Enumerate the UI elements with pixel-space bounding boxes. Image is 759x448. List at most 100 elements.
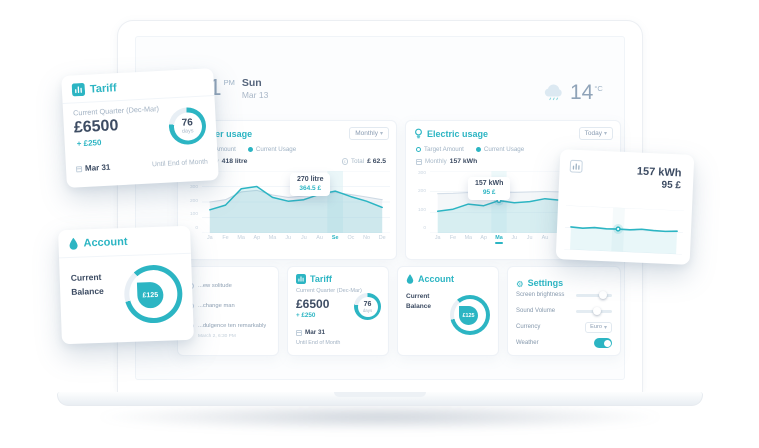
- days-unit: days: [181, 127, 194, 135]
- balance-label: Current Balance: [71, 271, 105, 299]
- calendar-icon: [75, 165, 83, 172]
- notification-text: ...change man: [198, 303, 235, 309]
- legend-current-label: Current Usage: [483, 146, 525, 153]
- balance-value: £125: [142, 291, 159, 299]
- axis-label: Ju: [285, 235, 292, 241]
- account-card-header: Account: [406, 274, 454, 284]
- balance-gauge: £125: [123, 264, 184, 325]
- currency-value: Euro: [590, 324, 602, 330]
- days-progress-ring: 76 days: [168, 106, 207, 146]
- electric-y-axis: 300 200 100 0: [410, 171, 426, 231]
- water-chart-svg: [202, 171, 390, 233]
- tariff-amount: £6500: [73, 117, 119, 137]
- electric-tooltip-price: 95 £: [482, 188, 496, 196]
- balance-pin: £125: [136, 281, 164, 309]
- notification-text: ...dulgence ten remarkably: [198, 323, 267, 329]
- brightness-slider[interactable]: [576, 291, 612, 299]
- balance-label-line1: Current: [406, 293, 430, 300]
- slider-knob[interactable]: [592, 307, 601, 315]
- account-card: Account Current Balance £125: [397, 266, 499, 356]
- notification-item[interactable]: ...change man: [188, 303, 272, 309]
- axis-label: No: [363, 235, 370, 241]
- brightness-label: Screen brightness: [516, 292, 565, 298]
- water-range-value: Monthly: [355, 130, 378, 137]
- water-total-label: Total: [351, 158, 365, 165]
- water-range-dropdown[interactable]: Monthly: [349, 127, 389, 140]
- volume-slider[interactable]: [576, 307, 612, 315]
- axis-label: Fe: [222, 235, 229, 241]
- chevron-down-icon: [380, 130, 383, 137]
- currency-dropdown[interactable]: Euro: [585, 321, 612, 333]
- ytick-label: 300: [417, 171, 426, 176]
- electric-range-dropdown[interactable]: Today: [578, 127, 613, 140]
- balance-label-line2: Balance: [71, 285, 104, 297]
- axis-label: Ja: [434, 235, 441, 241]
- droplet-icon: [69, 237, 78, 250]
- tariff-quarter: Current Quarter (Dec-Mar): [296, 288, 362, 294]
- electric-period-value: 157 kWh: [449, 158, 478, 165]
- tariff-date-row: Mar 31: [296, 329, 325, 336]
- tariff-amount: £6500: [296, 297, 330, 311]
- floating-tariff-title: Tariff: [89, 81, 117, 96]
- notifications-card: ...ew solitude ...change man ...dulgence…: [177, 266, 279, 356]
- settings-card-title: Settings: [527, 278, 564, 288]
- axis-label: Ma: [464, 235, 473, 241]
- calendar-icon: [416, 158, 422, 165]
- water-period-value: 418 litre: [221, 158, 248, 165]
- tariff-delta: + £250: [296, 312, 316, 319]
- notification-item[interactable]: ...ew solitude: [188, 283, 272, 289]
- bulb-icon: [415, 128, 422, 139]
- weather-toggle[interactable]: [594, 338, 612, 348]
- kwh-values: 157 kWh 95 £: [636, 164, 682, 191]
- legend-current[interactable]: Current Usage: [247, 146, 296, 153]
- chevron-down-icon: [604, 324, 607, 331]
- balance-gauge: £125: [450, 295, 490, 335]
- axis-label: Oc: [347, 235, 355, 241]
- axis-label: Fe: [449, 235, 457, 241]
- floating-account-header: Account: [68, 236, 128, 250]
- chart-icon: [569, 159, 583, 179]
- electric-range-value: Today: [584, 130, 602, 137]
- axis-label: Ma: [268, 235, 277, 241]
- legend-current[interactable]: Current Usage: [475, 146, 525, 153]
- electric-legend: Target Amount Current Usage: [416, 146, 524, 153]
- tariff-quarter: Current Quarter (Dec-Mar): [72, 103, 160, 118]
- notification-item[interactable]: ...dulgence ten remarkably: [188, 323, 272, 329]
- axis-label: Au: [316, 235, 323, 241]
- volume-row: Sound Volume: [508, 303, 620, 319]
- radio-selected-icon: [475, 147, 481, 152]
- axis-label: Ju: [526, 235, 533, 241]
- legend-target[interactable]: Target Amount: [416, 146, 464, 153]
- tariff-date-row: Mar 31: [75, 162, 111, 174]
- days-value: 76: [363, 300, 372, 308]
- slider-knob[interactable]: [599, 291, 608, 299]
- axis-label: Ja: [206, 235, 213, 241]
- bar-chart-icon: [71, 82, 86, 97]
- electric-card-title: Electric usage: [427, 128, 489, 139]
- temperature-value: 14: [570, 81, 594, 104]
- notification-text: ...ew solitude: [198, 283, 232, 289]
- floating-tariff-card: Tariff Current Quarter (Dec-Mar) £6500 +…: [61, 68, 219, 188]
- electric-card-header: Electric usage: [414, 128, 488, 139]
- laptop-base-notch: [334, 392, 426, 397]
- ytick-label: 0: [423, 225, 426, 231]
- ytick-label: 100: [417, 207, 426, 213]
- water-tooltip: 270 litre 364.5 £: [290, 173, 331, 196]
- laptop-base: [57, 392, 703, 406]
- radio-icon: [416, 147, 421, 152]
- notification-timestamp: March 2, 6:30 PM: [198, 334, 236, 339]
- weather-label: Weather: [516, 340, 539, 346]
- axis-label: Au: [541, 235, 549, 241]
- currency-label: Currency: [516, 324, 541, 330]
- bar-chart-icon: [296, 274, 306, 284]
- electric-tooltip-value: 157 kWh: [475, 180, 504, 187]
- currency-row: Currency Euro: [508, 319, 620, 335]
- water-tooltip-price: 364.5 £: [299, 184, 322, 192]
- ytick-label: 0: [195, 226, 198, 231]
- ytick-label: 300: [189, 184, 198, 190]
- tariff-date: Mar 31: [84, 162, 111, 173]
- days-progress-ring: 76 days: [354, 293, 381, 320]
- balance-label-line2: Balance: [406, 302, 431, 310]
- balance-label: Current Balance: [406, 292, 431, 312]
